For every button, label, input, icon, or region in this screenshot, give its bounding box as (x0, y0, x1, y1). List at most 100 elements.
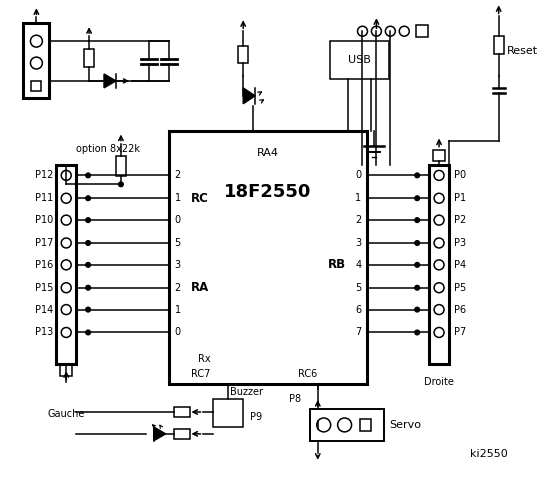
Text: 6: 6 (356, 305, 362, 314)
Bar (84, 49, 94, 67)
Bar (330, 41, 389, 79)
Text: Rx: Rx (199, 354, 211, 364)
Text: 0: 0 (175, 327, 181, 337)
Bar (238, 46, 248, 63)
Circle shape (86, 173, 91, 178)
Text: RC: RC (190, 192, 208, 205)
Text: 0: 0 (356, 170, 362, 180)
Polygon shape (243, 88, 255, 104)
Bar (116, 156, 126, 176)
Circle shape (415, 173, 420, 178)
Circle shape (61, 170, 71, 180)
Circle shape (61, 305, 71, 314)
Text: P3: P3 (454, 238, 466, 248)
Text: P11: P11 (35, 193, 53, 203)
Circle shape (434, 170, 444, 180)
Text: 5: 5 (175, 238, 181, 248)
Text: P16: P16 (35, 260, 53, 270)
Text: P8: P8 (289, 394, 301, 404)
Text: 3: 3 (356, 238, 362, 248)
Circle shape (86, 307, 91, 312)
Text: P15: P15 (35, 283, 53, 293)
Bar (23, 23, 49, 98)
Circle shape (399, 26, 409, 36)
Bar (60, 364, 72, 376)
Text: P10: P10 (35, 215, 53, 225)
Text: 4: 4 (356, 260, 362, 270)
Circle shape (415, 285, 420, 290)
Text: 5: 5 (355, 283, 362, 293)
Circle shape (61, 193, 71, 203)
Text: 2: 2 (175, 170, 181, 180)
Bar (213, 399, 243, 427)
Bar (169, 131, 368, 384)
Text: P14: P14 (35, 305, 53, 314)
Circle shape (30, 57, 43, 69)
Circle shape (415, 217, 420, 223)
Bar (416, 25, 428, 37)
Circle shape (415, 330, 420, 335)
Text: 0: 0 (175, 215, 181, 225)
Text: RA: RA (190, 281, 208, 294)
Circle shape (434, 327, 444, 337)
Circle shape (61, 215, 71, 225)
Bar (433, 150, 445, 161)
Text: option 8x22k: option 8x22k (76, 144, 140, 154)
Text: Droite: Droite (424, 377, 454, 387)
Circle shape (86, 285, 91, 290)
Text: 18F2550: 18F2550 (225, 183, 312, 201)
Bar (56, 166, 76, 364)
Circle shape (415, 263, 420, 267)
Text: 2: 2 (355, 215, 362, 225)
Text: 1: 1 (356, 193, 362, 203)
Text: Buzzer: Buzzer (230, 387, 263, 397)
Bar (174, 407, 190, 417)
Text: Reset: Reset (507, 46, 538, 56)
Text: USB: USB (348, 55, 371, 65)
Circle shape (338, 418, 352, 432)
Bar (429, 166, 449, 364)
Bar (174, 429, 190, 439)
Bar (494, 36, 504, 54)
Text: P1: P1 (454, 193, 466, 203)
Text: RC7: RC7 (190, 369, 210, 379)
Text: Servo: Servo (389, 420, 421, 430)
Circle shape (61, 238, 71, 248)
Circle shape (118, 182, 123, 187)
Text: RB: RB (328, 258, 346, 271)
Circle shape (434, 238, 444, 248)
Text: P2: P2 (454, 215, 466, 225)
Circle shape (434, 193, 444, 203)
Text: P7: P7 (454, 327, 466, 337)
Text: 7: 7 (355, 327, 362, 337)
Circle shape (86, 263, 91, 267)
Circle shape (434, 283, 444, 293)
Text: ki2550: ki2550 (470, 449, 508, 459)
Polygon shape (104, 74, 116, 88)
Text: P17: P17 (35, 238, 53, 248)
Circle shape (372, 26, 382, 36)
Text: 1: 1 (175, 305, 181, 314)
Bar (359, 419, 372, 431)
Circle shape (434, 215, 444, 225)
Bar (32, 81, 41, 91)
Circle shape (415, 240, 420, 245)
Bar (310, 409, 384, 441)
Text: P5: P5 (454, 283, 466, 293)
Circle shape (415, 196, 420, 201)
Text: P6: P6 (454, 305, 466, 314)
Text: P13: P13 (35, 327, 53, 337)
Text: 2: 2 (175, 283, 181, 293)
Text: RA4: RA4 (257, 147, 279, 157)
Text: 3: 3 (175, 260, 181, 270)
Circle shape (61, 283, 71, 293)
Circle shape (86, 330, 91, 335)
Circle shape (86, 240, 91, 245)
Circle shape (385, 26, 395, 36)
Circle shape (86, 217, 91, 223)
Circle shape (358, 26, 368, 36)
Text: 1: 1 (175, 193, 181, 203)
Text: RC6: RC6 (298, 369, 317, 379)
Circle shape (434, 305, 444, 314)
Text: Gauche: Gauche (48, 409, 85, 419)
